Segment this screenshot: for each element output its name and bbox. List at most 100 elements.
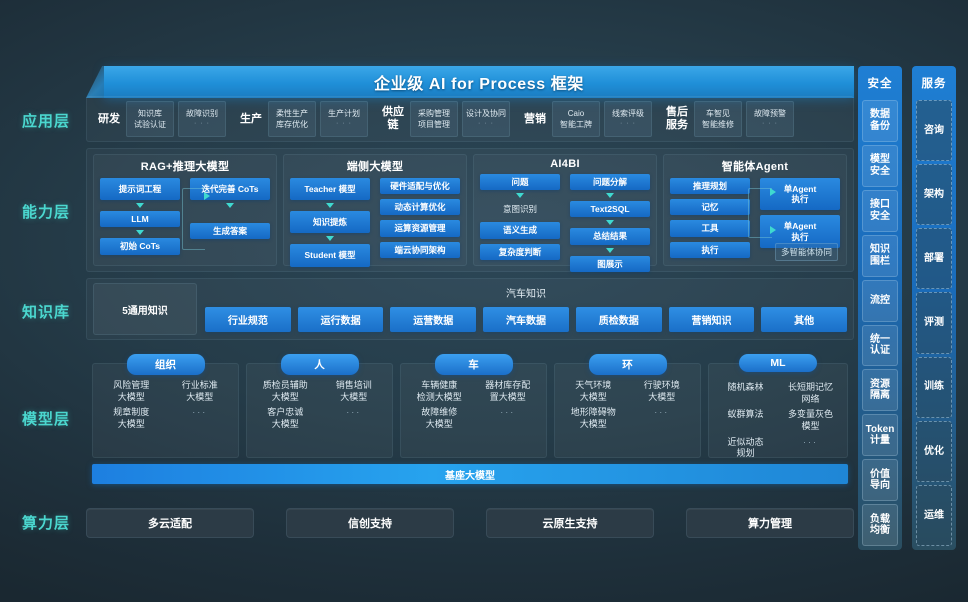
security-item[interactable]: 数据 备份 <box>862 100 898 142</box>
flow-node[interactable]: 端云协同架构 <box>380 241 460 258</box>
service-item[interactable]: 评测 <box>916 292 952 354</box>
security-item[interactable]: 知识 围栏 <box>862 234 898 277</box>
security-item[interactable]: 价值 导向 <box>862 459 898 502</box>
model-column-pill[interactable]: 车 <box>434 354 513 375</box>
knowledge-chip[interactable]: 质检数据 <box>575 307 662 332</box>
flow-node[interactable]: 迭代完善 CoTs <box>190 178 270 201</box>
flow-node[interactable]: 语义生成 <box>480 222 560 239</box>
flow-node[interactable]: 推理规划 <box>670 178 750 195</box>
model-item[interactable]: 随机森林 <box>727 382 764 392</box>
model-item-more[interactable]: ··· <box>192 407 208 418</box>
model-item-more[interactable]: ··· <box>803 436 818 447</box>
model-item[interactable]: 质检员辅助 大模型 <box>262 380 308 402</box>
model-item[interactable]: 蚁群算法 <box>727 409 764 420</box>
flow-node[interactable]: 图展示 <box>570 255 650 272</box>
model-item-more[interactable]: ··· <box>654 407 670 418</box>
app-cell[interactable]: 采购管理 项目管理 <box>410 101 458 137</box>
knowledge-chip[interactable]: 行业规范 <box>205 307 291 332</box>
flow-node[interactable]: 问题 <box>480 174 560 191</box>
flow-node[interactable]: 问题分解 <box>570 174 650 191</box>
model-item[interactable]: 销售培训 大模型 <box>335 380 372 402</box>
app-cell[interactable]: 故障预警 · · · <box>746 101 794 137</box>
flow-node[interactable]: Text2SQL <box>570 201 650 218</box>
model-item[interactable]: 车辆健康 检测大模型 <box>416 380 462 402</box>
model-item[interactable]: 规章制度 大模型 <box>113 407 150 430</box>
security-item[interactable]: Token 计量 <box>862 414 898 457</box>
app-group[interactable]: 研发 知识库 试验认证 故障识别 · · · <box>93 100 229 138</box>
flow-node[interactable]: 生成答案 <box>190 223 270 240</box>
service-item[interactable]: 咨询 <box>916 100 952 162</box>
flow-node[interactable]: 硬件适配与优化 <box>380 178 460 195</box>
flow-node[interactable]: Teacher 模型 <box>290 178 370 201</box>
app-cell[interactable]: 线索评级 · · · <box>604 101 652 137</box>
flow-node[interactable]: 工具 <box>670 220 750 237</box>
app-cell[interactable]: 故障识别 · · · <box>178 101 226 137</box>
model-item[interactable]: 长短期记忆 网络 <box>787 382 833 404</box>
knowledge-chip[interactable]: 营销知识 <box>668 307 755 332</box>
model-item[interactable]: 客户忠诚 大模型 <box>267 407 304 430</box>
model-item[interactable]: 风险管理 大模型 <box>113 380 150 402</box>
model-item[interactable]: 近似动态 规划 <box>727 436 764 459</box>
compute-chip[interactable]: 云原生支持 <box>486 508 654 538</box>
app-cell[interactable]: 车智见 智能维修 <box>694 101 742 137</box>
flow-node[interactable]: 初始 CoTs <box>100 238 180 255</box>
model-item[interactable]: 器材库存配 置大模型 <box>485 380 531 402</box>
service-item[interactable]: 优化 <box>916 420 952 482</box>
model-item[interactable]: 天气环境 大模型 <box>575 380 612 402</box>
model-item[interactable]: 故障维修 大模型 <box>421 407 458 430</box>
model-column-pill[interactable]: ML <box>739 354 817 372</box>
security-item[interactable]: 流控 <box>862 279 898 322</box>
app-cell[interactable]: 柔性生产 库存优化 <box>268 101 316 137</box>
flow-node[interactable]: 知识提炼 <box>290 211 370 234</box>
app-cell[interactable]: Caio 智能工牌 <box>552 101 600 137</box>
app-cell[interactable]: 设计及协同 · · · <box>462 101 510 137</box>
app-cell[interactable]: 生产计划 · · · <box>320 101 368 137</box>
security-item[interactable]: 统一 认证 <box>862 324 898 367</box>
security-item[interactable]: 负载 均衡 <box>862 504 898 547</box>
compute-chip[interactable]: 多云适配 <box>86 508 254 538</box>
app-group[interactable]: 供应 链 采购管理 项目管理 设计及协同 · · · <box>377 100 513 138</box>
knowledge-chip[interactable]: 汽车数据 <box>483 307 569 332</box>
capability-panel-edge-model[interactable]: 端侧大模型 Teacher 模型 知识提炼 Student 模型 硬件适配与优化… <box>283 154 467 267</box>
service-item[interactable]: 部署 <box>916 228 952 290</box>
general-knowledge-box[interactable]: 5通用知识 <box>93 283 197 335</box>
model-item-more[interactable]: ··· <box>500 407 516 418</box>
flow-node[interactable]: 总结结果 <box>570 228 650 245</box>
model-item[interactable]: 行业标准 大模型 <box>181 380 218 402</box>
capability-panel-agent[interactable]: 智能体Agent 推理规划 记忆 工具 执行 单Agent 执行 单Agent … <box>663 154 847 266</box>
base-model-bar[interactable]: 基座大模型 <box>92 464 848 484</box>
app-group[interactable]: 生产 柔性生产 库存优化 生产计划 · · · <box>235 100 371 138</box>
app-group[interactable]: 售后 服务 车智见 智能维修 故障预警 · · · <box>661 100 797 138</box>
capability-panel-rag[interactable]: RAG+推理大模型 提示词工程 LLM 初始 CoTs 迭代完善 CoTs 生成… <box>93 154 277 266</box>
app-group[interactable]: 营销 Caio 智能工牌 线索评级 · · · <box>519 100 655 138</box>
model-item[interactable]: 地形障碍物 大模型 <box>570 407 616 430</box>
service-item[interactable]: 架构 <box>916 164 952 226</box>
service-item[interactable]: 训练 <box>916 356 952 418</box>
model-column-pill[interactable]: 人 <box>280 354 359 375</box>
model-item[interactable]: 行驶环境 大模型 <box>643 380 680 402</box>
flow-node[interactable]: 复杂度判断 <box>480 243 560 260</box>
compute-chip[interactable]: 算力管理 <box>686 508 854 538</box>
flow-node[interactable]: 执行 <box>670 241 750 258</box>
capability-panel-ai4bi[interactable]: AI4BI 问题 意图识别 语义生成 复杂度判断 问题分解 Text2SQL 总… <box>473 154 657 272</box>
flow-node[interactable]: 意图识别 <box>502 204 537 215</box>
security-item[interactable]: 接口 安全 <box>862 189 898 232</box>
security-item[interactable]: 资源 隔离 <box>862 369 898 412</box>
flow-node[interactable]: LLM <box>100 211 180 228</box>
compute-chip[interactable]: 信创支持 <box>286 508 454 538</box>
app-cell[interactable]: 知识库 试验认证 <box>126 101 174 137</box>
knowledge-chip[interactable]: 其他 <box>761 307 848 332</box>
model-item[interactable]: 多变量灰色 模型 <box>787 409 833 432</box>
flow-node[interactable]: 运算资源管理 <box>380 220 460 237</box>
model-column-pill[interactable]: 环 <box>588 354 667 375</box>
knowledge-chip[interactable]: 运营数据 <box>390 307 477 332</box>
service-item[interactable]: 运维 <box>916 484 952 546</box>
knowledge-chip[interactable]: 运行数据 <box>297 307 384 332</box>
flow-node[interactable]: 动态计算优化 <box>380 199 460 216</box>
model-column-pill[interactable]: 组织 <box>126 354 205 375</box>
security-item[interactable]: 模型 安全 <box>862 144 898 187</box>
flow-node[interactable]: Student 模型 <box>290 244 370 267</box>
flow-node[interactable]: 记忆 <box>670 199 750 216</box>
flow-node[interactable]: 提示词工程 <box>100 178 180 201</box>
model-item-more[interactable]: ··· <box>346 407 362 418</box>
